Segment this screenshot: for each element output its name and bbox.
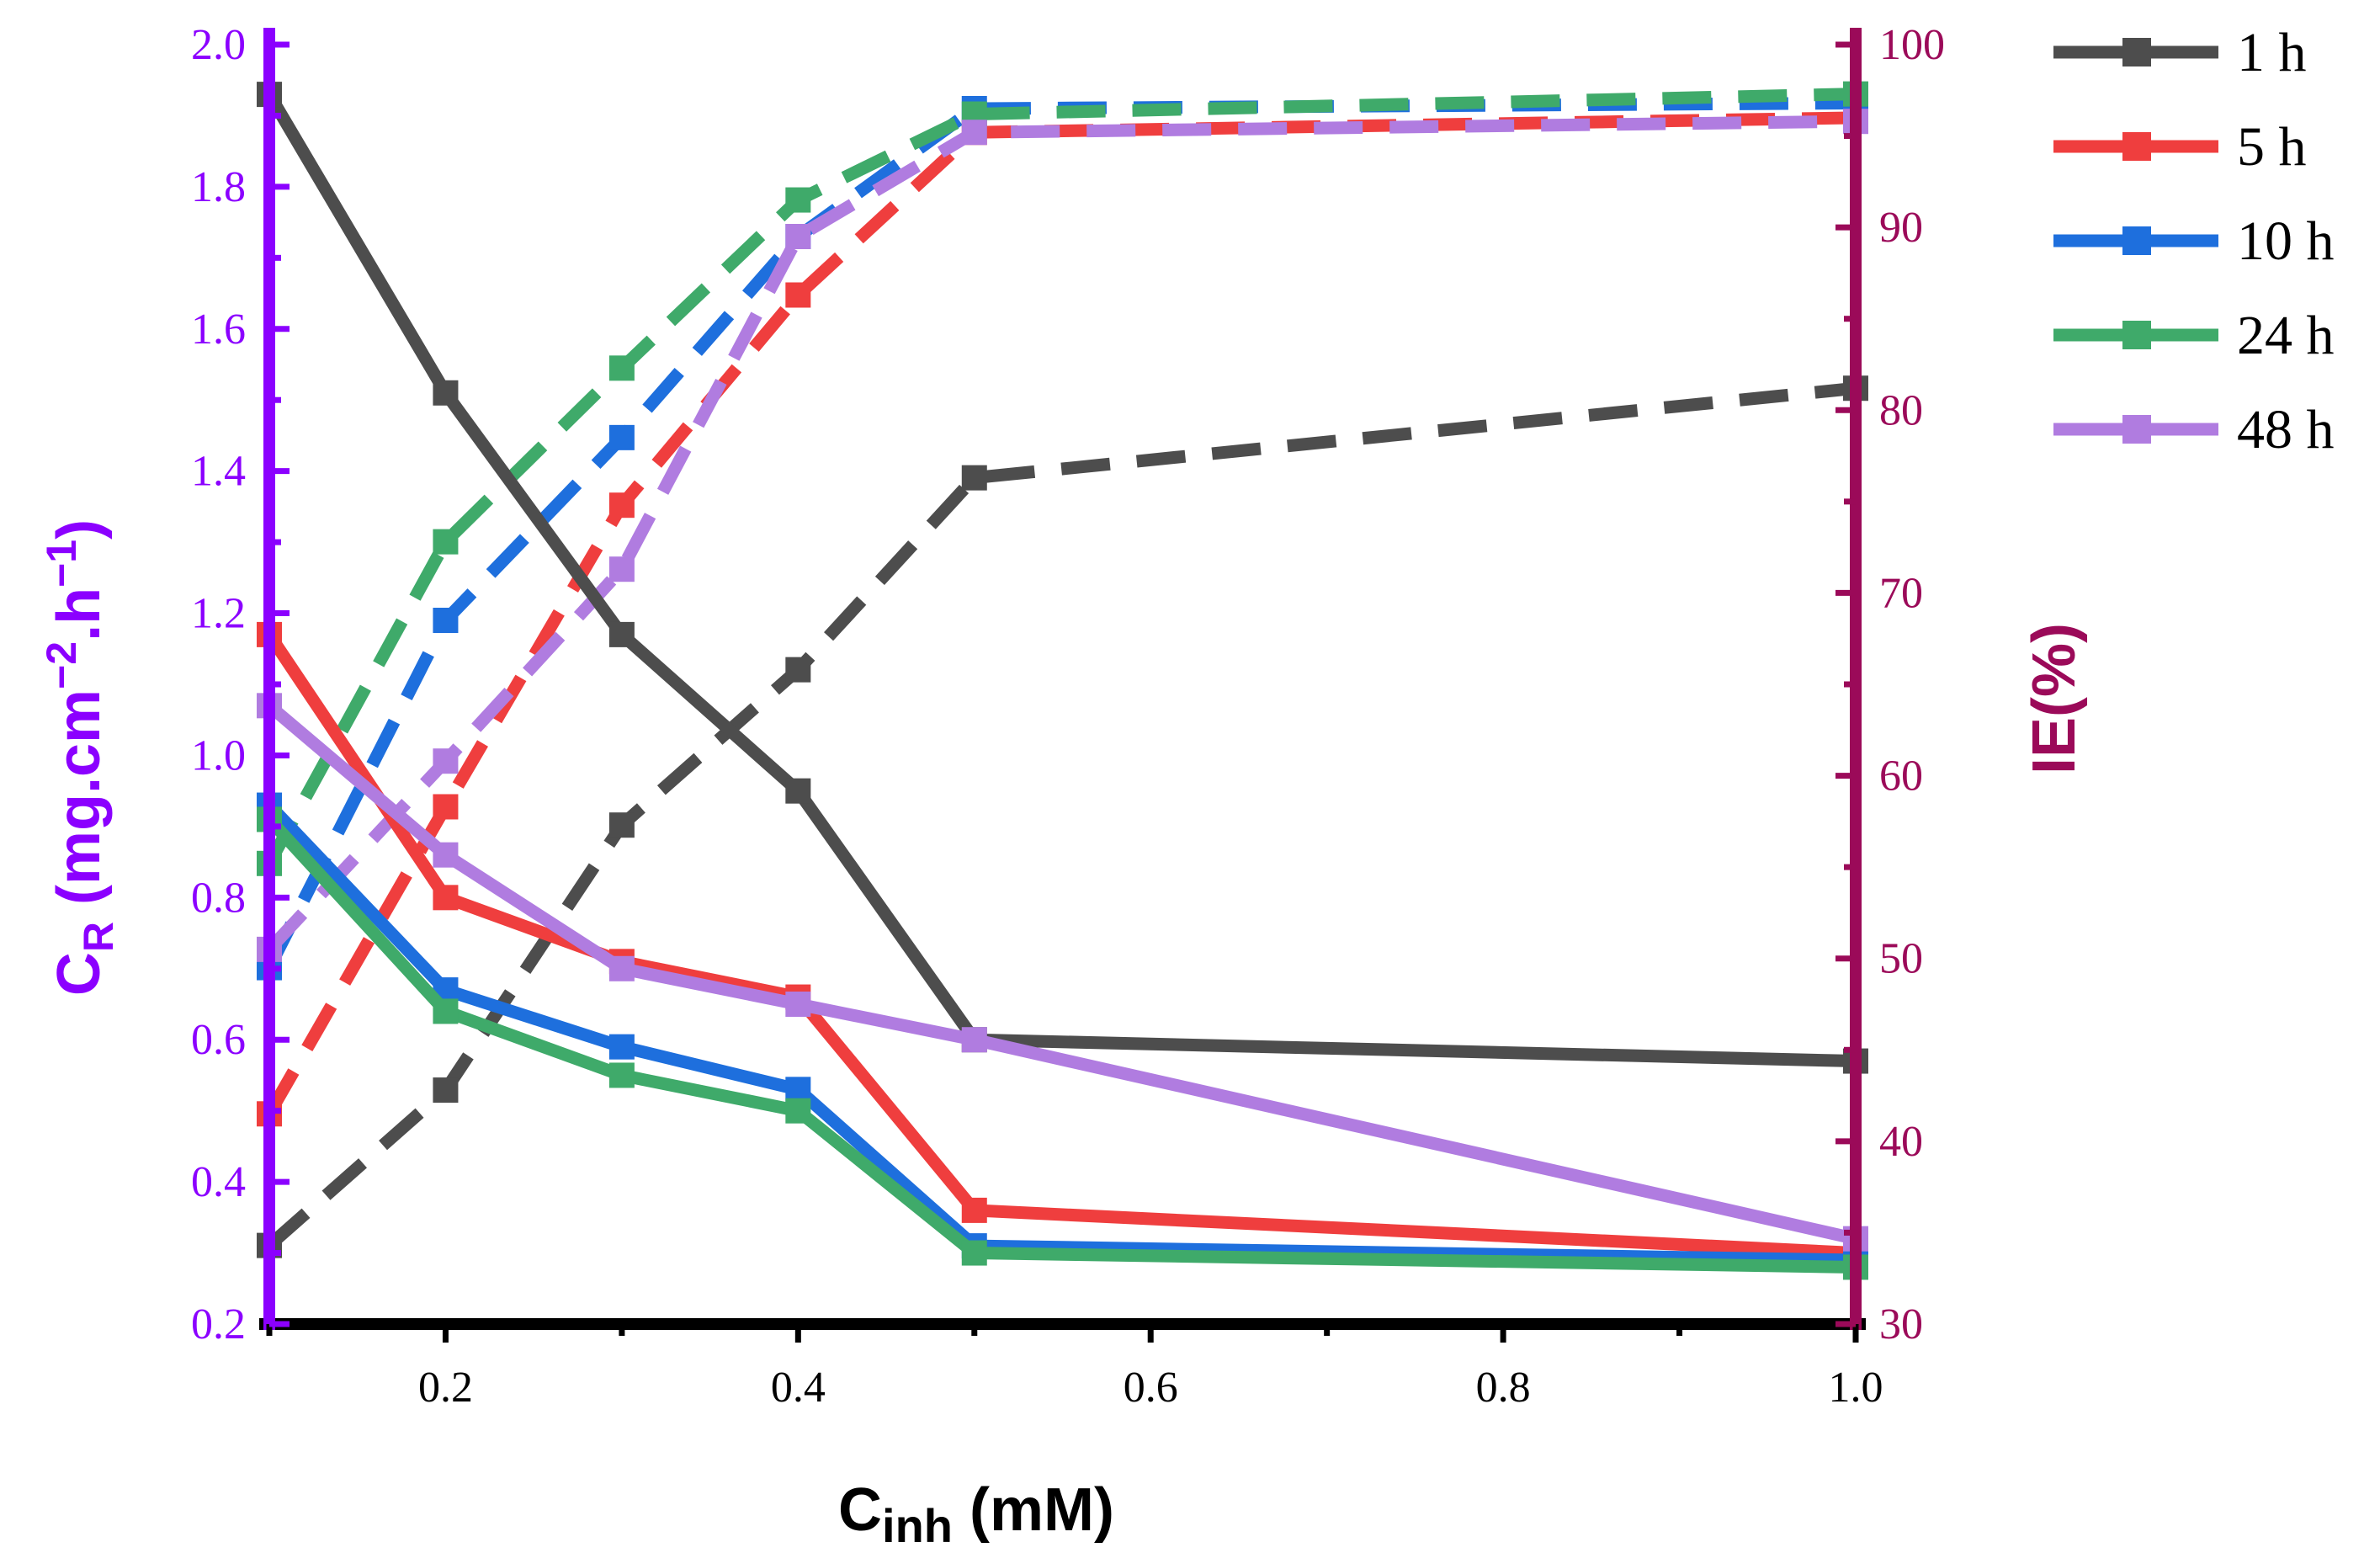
y-left-tick-label: 1.6 [191,306,246,354]
y-left-title-main: C [45,952,113,996]
axes-group [259,28,1866,1330]
y-left-tick-label: 1.0 [191,731,246,779]
legend-marker-1h [2122,38,2151,66]
ie-point-1h-1 [433,1077,459,1104]
x-tick-label: 0.8 [1476,1364,1531,1412]
ie-point-24h-1 [433,529,459,555]
y-right-tick-label: 60 [1879,753,1923,800]
y-left-title-sup-b: −1 [38,540,85,588]
legend-marker-5h [2122,132,2151,161]
y-right-tick-label: 100 [1879,21,1945,69]
ie-point-1h-4 [961,465,987,491]
cr-point-1h-3 [785,778,811,804]
y-left-title-unit-a: (mg.cm [45,689,113,922]
cr-point-1h-1 [433,380,459,406]
x-tick-label: 0.2 [418,1364,473,1412]
cr-point-10h-2 [608,1034,635,1060]
legend-marker-24h [2122,321,2151,349]
cr-point-10h-3 [785,1077,811,1103]
ie-point-48h-4 [961,120,987,146]
ie-line-48h [264,114,1857,954]
x-title-main: C [838,1476,882,1544]
y-right-tick-label: 30 [1879,1300,1923,1348]
cr-point-24h-2 [608,1062,635,1088]
x-tick-label: 1.0 [1829,1364,1883,1412]
cr-line-24h [264,815,1857,1274]
ie-point-48h-1 [433,748,459,774]
cr-point-48h-4 [961,1027,987,1053]
y-left-tick-label: 0.2 [191,1300,246,1348]
ie-line-24h [263,88,1857,867]
cr-point-1h-2 [608,621,635,647]
ticks-group: 0.2 0.4 0.6 0.8 1.0 0.2 0.4 0.6 0.8 1.0 1.2 1.4 1.6 1… [191,21,1945,1412]
cr-line-1h [263,91,1857,1068]
cr-point-48h-2 [608,955,635,981]
y-left-tick-label: 2.0 [191,21,246,69]
ie-point-24h-3 [785,187,811,213]
cr-point-24h-4 [961,1240,987,1266]
ie-line-10h [263,96,1857,971]
ie-point-10h-1 [433,608,459,633]
legend-label-48h: 48 h [2237,399,2335,460]
y-right-tick-label: 90 [1879,204,1923,252]
cr-point-48h-3 [785,992,811,1017]
x-tick-label: 0.6 [1124,1364,1178,1412]
ie-point-48h-2 [608,556,635,582]
ie-point-1h-3 [785,657,811,683]
y-left-tick-label: 0.6 [191,1016,246,1064]
cr-point-24h-3 [785,1098,811,1124]
cr-line-48h [265,700,1857,1245]
ie-line-1h [265,381,1857,1251]
cr-line-10h [264,800,1857,1267]
cr-line-5h [263,630,1857,1260]
legend: 1 h 5 h 10 h 24 h 48 h [2053,22,2335,460]
y-left-title-sup-a: −2 [38,641,85,689]
legend-label-24h: 24 h [2237,305,2335,366]
cr-point-5h-4 [961,1197,987,1223]
y-right-tick-label: 70 [1879,569,1923,617]
legend-marker-48h [2122,415,2151,444]
y-left-tick-label: 1.2 [191,590,246,638]
legend-label-1h: 1 h [2237,22,2307,83]
y-left-tick-label: 1.4 [191,448,246,496]
y-right-tick-label: 40 [1879,1118,1923,1166]
cr-point-5h-1 [433,885,459,911]
x-axis-title: Cinh (mM) [838,1476,1114,1552]
y-left-tick-label: 0.8 [191,874,246,922]
cr-point-24h-1 [433,998,459,1024]
ie-point-24h-2 [608,355,635,381]
y-right-tick-label: 80 [1879,386,1923,434]
y-left-tick-label: 1.8 [191,163,246,211]
y-right-axis-title: IE(%) [2021,623,2088,774]
ie-point-48h-3 [785,224,811,249]
y-left-tick-label: 0.4 [191,1158,246,1206]
ie-point-5h-2 [608,492,635,519]
ie-point-10h-2 [608,424,635,450]
y-left-title-unit-b: .h [45,588,113,641]
y-right-tick-label: 50 [1879,935,1923,983]
cr-point-48h-1 [433,842,459,868]
x-title-unit: (mM) [953,1476,1114,1544]
legend-label-5h: 5 h [2237,116,2307,178]
ie-point-5h-3 [785,282,811,308]
ie-point-5h-1 [433,794,459,820]
ie-point-1h-2 [608,812,635,838]
ie-series-group [257,81,1868,1258]
legend-marker-10h [2122,226,2151,255]
ie-line-5h [263,111,1857,1118]
y-left-title-unit-c: ) [45,519,113,540]
cr-series-group [257,82,1868,1280]
y-left-title-sub: R [75,922,122,952]
legend-label-10h: 10 h [2237,210,2335,272]
y-left-axis-title: CR (mg.cm−2.h−1) [38,519,122,996]
x-title-sub: inh [882,1499,953,1552]
x-tick-label: 0.4 [771,1364,826,1412]
